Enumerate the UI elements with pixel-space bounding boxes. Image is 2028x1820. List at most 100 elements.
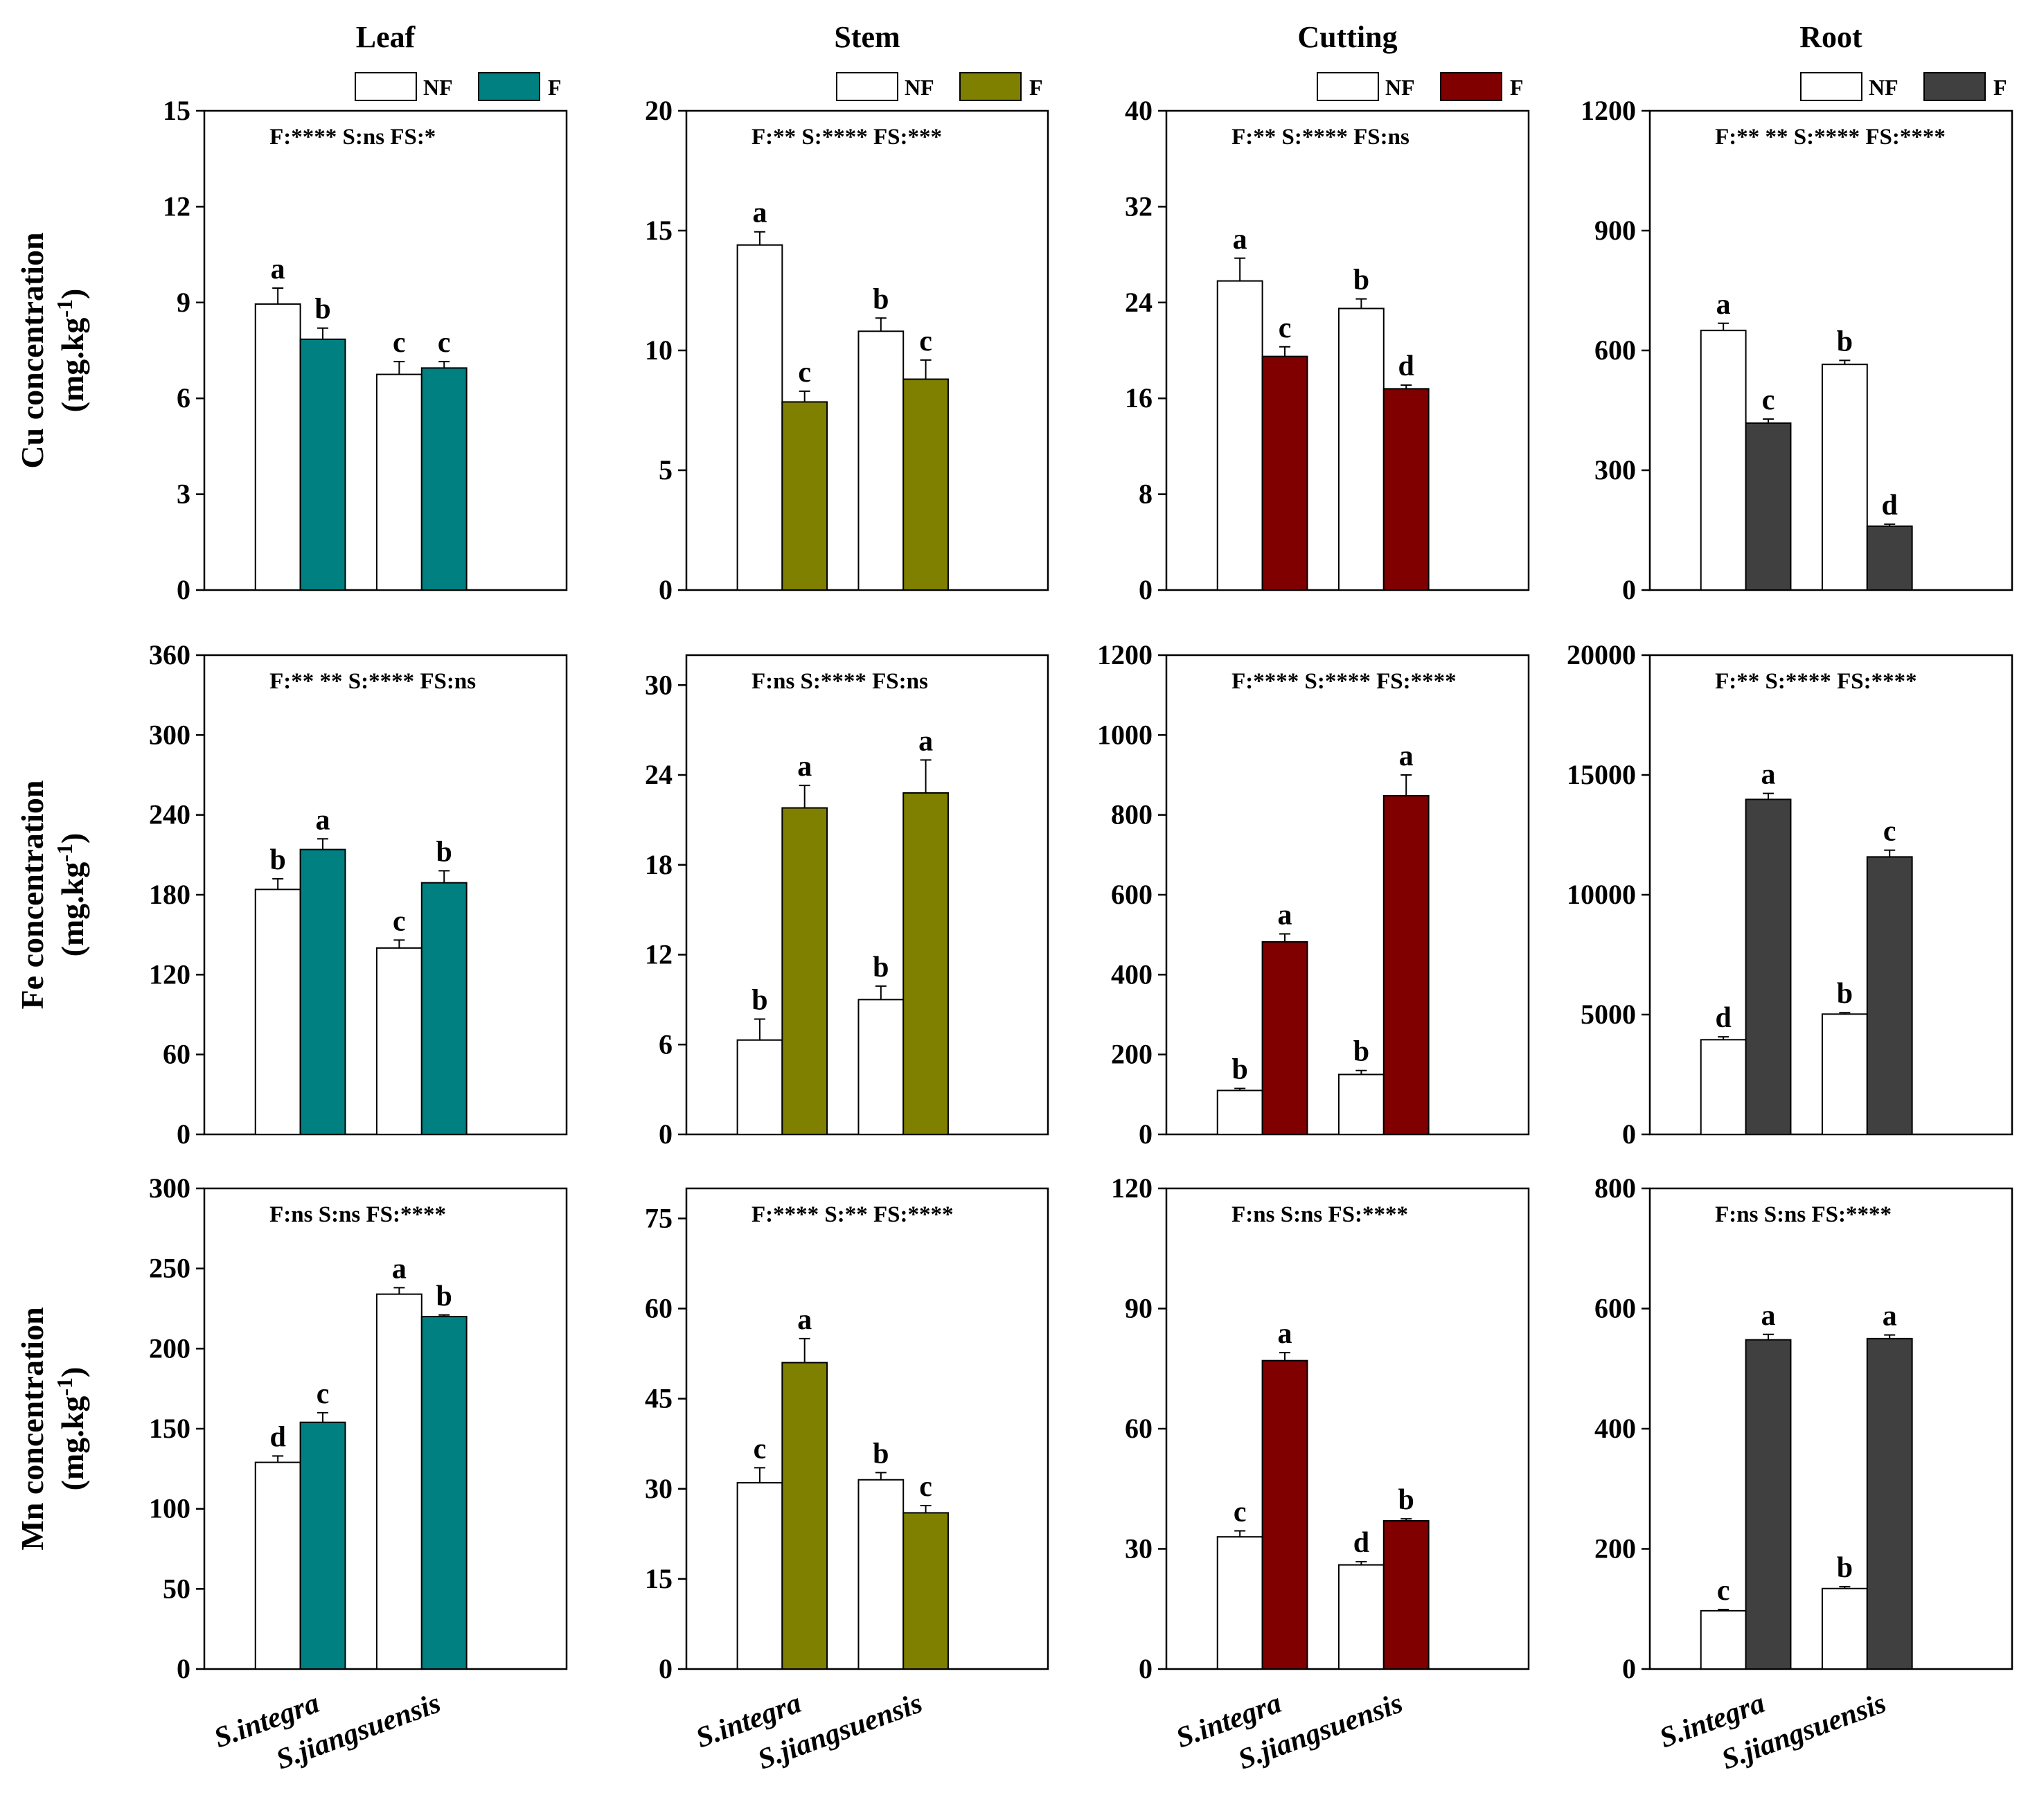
y-tick-label: 45 xyxy=(645,1383,673,1414)
y-tick-label: 120 xyxy=(149,958,190,990)
significance-letter: a xyxy=(918,725,933,757)
significance-annotation: F:ns S:ns FS:**** xyxy=(1715,1202,1892,1227)
f-bar-jiangsuensis xyxy=(902,1512,949,1670)
y-tick-label: 120 xyxy=(1111,1172,1153,1204)
y-tick-label: 300 xyxy=(149,1172,190,1204)
significance-letter: a xyxy=(1761,1300,1776,1332)
y-tick-label: 0 xyxy=(1139,1118,1153,1150)
nf-bar-integra xyxy=(254,1461,301,1670)
significance-letter: c xyxy=(1717,1575,1730,1607)
nf-bar-integra xyxy=(736,1039,783,1135)
panel-fe-cutting: 0 200 400 600 800 1000 1200 F:**** S:**** FS:**… xyxy=(1097,639,1530,1150)
panel-cu-root: 0 300 600 900 1200 F:** ** S:**** FS:**** a c b d… xyxy=(1581,72,2013,605)
nf-bar-jiangsuensis xyxy=(1821,1013,1868,1135)
y-tick-label: 30 xyxy=(1125,1533,1153,1564)
y-tick-label: 100 xyxy=(149,1493,190,1524)
row-label-unit-sup: -1 xyxy=(52,299,77,318)
f-bar-integra xyxy=(1261,941,1308,1135)
row-label-unit: (mg.kg-1) xyxy=(52,289,90,413)
y-tick-label: 18 xyxy=(645,849,673,880)
row-label-line1: Cu concentration xyxy=(15,232,50,468)
nf-bar-jiangsuensis xyxy=(375,1293,423,1670)
significance-letter: d xyxy=(1398,350,1414,382)
y-tick-label: 24 xyxy=(645,759,673,790)
significance-letter: c xyxy=(919,1471,932,1503)
y-tick-label: 9 xyxy=(177,287,190,318)
significance-letter: a xyxy=(1761,759,1776,791)
y-tick-label: 800 xyxy=(1594,1172,1636,1204)
nf-bar-jiangsuensis xyxy=(1821,364,1868,591)
y-tick-label: 1200 xyxy=(1581,95,1636,126)
y-tick-label: 12 xyxy=(163,190,190,222)
nf-bar-jiangsuensis xyxy=(857,330,905,591)
row-label-unit-sup: -1 xyxy=(52,1377,77,1396)
significance-letter: a xyxy=(1278,900,1292,931)
y-tick-label: 15 xyxy=(163,95,190,126)
nf-bar-jiangsuensis xyxy=(857,1479,905,1670)
significance-letter: d xyxy=(1882,490,1898,521)
significance-annotation: F:**** S:**** FS:**** xyxy=(1231,669,1457,694)
nf-bar-jiangsuensis xyxy=(1337,1073,1385,1135)
significance-letter: b xyxy=(436,1281,452,1312)
f-bar-jiangsuensis xyxy=(420,1316,468,1670)
row-label-unit: (mg.kg-1) xyxy=(52,1367,90,1491)
legend-swatch-nf xyxy=(836,72,898,101)
significance-letter: b xyxy=(751,984,767,1016)
significance-letter: c xyxy=(438,327,451,359)
f-bar-jiangsuensis xyxy=(1866,525,1913,591)
nf-bar-jiangsuensis xyxy=(857,999,905,1135)
significance-letter: b xyxy=(314,294,330,325)
y-tick-label: 10000 xyxy=(1567,879,1636,910)
legend-swatch-nf xyxy=(1317,72,1379,101)
legend-label-f: F xyxy=(1510,75,1524,100)
f-bar-jiangsuensis xyxy=(1382,1520,1430,1670)
f-bar-jiangsuensis xyxy=(420,882,468,1135)
y-tick-label: 5 xyxy=(659,454,673,485)
nf-bar-jiangsuensis xyxy=(375,947,423,1136)
f-bar-integra xyxy=(1261,355,1308,591)
row-label-line1: Mn concentration xyxy=(15,1307,50,1550)
significance-letter: a xyxy=(316,804,330,836)
significance-letter: b xyxy=(1398,1484,1414,1516)
nf-bar-integra xyxy=(1216,1089,1263,1135)
significance-letter: a xyxy=(752,197,767,229)
f-bar-integra xyxy=(781,1362,828,1670)
f-bar-jiangsuensis xyxy=(1866,1337,1913,1670)
nf-bar-integra xyxy=(1700,1609,1747,1670)
significance-letter: c xyxy=(393,327,406,359)
f-bar-jiangsuensis xyxy=(902,378,949,591)
significance-letter: c xyxy=(1234,1496,1247,1528)
significance-letter: b xyxy=(1231,1054,1247,1086)
f-bar-jiangsuensis xyxy=(1382,388,1430,591)
nf-bar-jiangsuensis xyxy=(375,373,423,591)
y-tick-label: 0 xyxy=(659,1653,673,1684)
y-tick-label: 600 xyxy=(1594,334,1636,366)
y-tick-label: 600 xyxy=(1594,1293,1636,1324)
significance-annotation: F:**** S:ns FS:* xyxy=(269,125,436,150)
legend-label-nf: NF xyxy=(423,75,453,100)
row-label-unit-close: ) xyxy=(55,833,90,844)
significance-annotation: F:ns S:**** FS:ns xyxy=(751,669,928,694)
significance-letter: b xyxy=(1837,325,1853,357)
row-label-fe: Fe concentration (mg.kg-1) xyxy=(15,780,90,1010)
nf-bar-integra xyxy=(1700,1039,1747,1135)
y-tick-label: 3 xyxy=(177,479,190,510)
y-tick-label: 60 xyxy=(1125,1413,1153,1444)
f-bar-integra xyxy=(299,338,346,591)
y-tick-label: 75 xyxy=(645,1202,673,1233)
y-tick-label: 180 xyxy=(149,879,190,910)
y-tick-label: 0 xyxy=(659,574,673,605)
legend-label-f: F xyxy=(1029,75,1043,100)
nf-bar-integra xyxy=(254,889,301,1136)
y-tick-label: 0 xyxy=(1622,1653,1636,1684)
legend-swatch-nf xyxy=(355,72,417,101)
y-tick-label: 60 xyxy=(163,1039,190,1070)
y-tick-label: 0 xyxy=(177,574,190,605)
significance-letter: d xyxy=(1353,1527,1369,1559)
f-bar-integra xyxy=(299,1421,346,1670)
significance-letter: b xyxy=(873,952,889,983)
